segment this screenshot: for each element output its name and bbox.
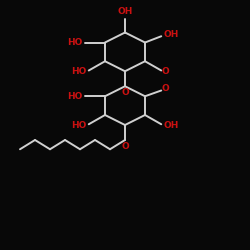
- Text: OH: OH: [163, 121, 178, 130]
- Text: OH: OH: [163, 30, 178, 39]
- Text: OH: OH: [117, 7, 133, 16]
- Text: HO: HO: [67, 38, 82, 47]
- Text: HO: HO: [67, 92, 82, 101]
- Text: O: O: [161, 68, 169, 76]
- Text: HO: HO: [71, 121, 86, 130]
- Text: O: O: [161, 84, 169, 93]
- Text: O: O: [121, 88, 129, 97]
- Text: HO: HO: [71, 68, 86, 76]
- Text: O: O: [121, 142, 129, 151]
